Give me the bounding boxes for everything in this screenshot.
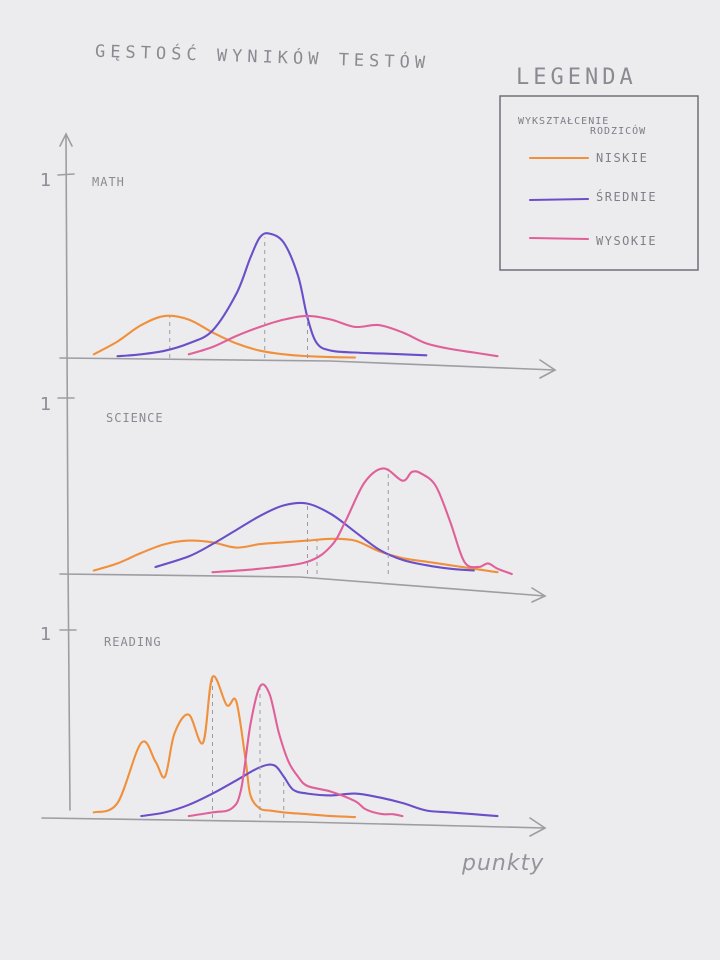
legend-title: LEGENDA (516, 65, 637, 90)
math-density-curve-wysokie (187, 314, 499, 358)
math-density-curve-niskie (92, 314, 357, 359)
legend-subtitle-line2: RODZICÓW (590, 124, 646, 137)
legend-box (499, 95, 699, 271)
science-density-curve-wysokie (211, 467, 513, 576)
x-axis-science (59, 573, 547, 603)
legend-label-wysokie: WYSOKIE (596, 234, 657, 248)
legend: LEGENDA WYKSZTAŁCENIE RODZICÓW NISKIE ŚR… (499, 65, 699, 271)
reading-density-curve-wysokie (187, 683, 404, 818)
y-tick-label: 1 (40, 394, 51, 415)
legend-swatch-srednie (528, 197, 590, 202)
x-axis-math (59, 357, 557, 379)
density-curves (92, 232, 513, 819)
legend-swatch-wysokie (528, 236, 590, 241)
science-density-curve-srednie (154, 501, 475, 572)
panel-title-math: MATH (92, 175, 125, 189)
math-density-curve-srednie (116, 232, 428, 358)
chart-title: GĘSTOŚĆ WYNIKÓW TESTÓW (95, 40, 431, 74)
y-axis (57, 132, 77, 811)
x-axis-unit-label: punkty (461, 851, 544, 876)
panel-title-reading: READING (104, 635, 162, 649)
panel-title-science: SCIENCE (106, 411, 164, 425)
reading-density-curve-niskie (92, 675, 357, 819)
legend-label-srednie: ŚREDNIE (596, 189, 657, 204)
legend-subtitle-line1: WYKSZTAŁCENIE (518, 116, 609, 127)
y-tick-label: 1 (40, 624, 51, 645)
y-tick-label: 1 (40, 170, 51, 191)
legend-label-niskie: NISKIE (596, 151, 648, 165)
science-density-curve-niskie (92, 537, 499, 574)
reading-density-curve-srednie (140, 763, 499, 818)
x-axis-reading (41, 817, 547, 837)
